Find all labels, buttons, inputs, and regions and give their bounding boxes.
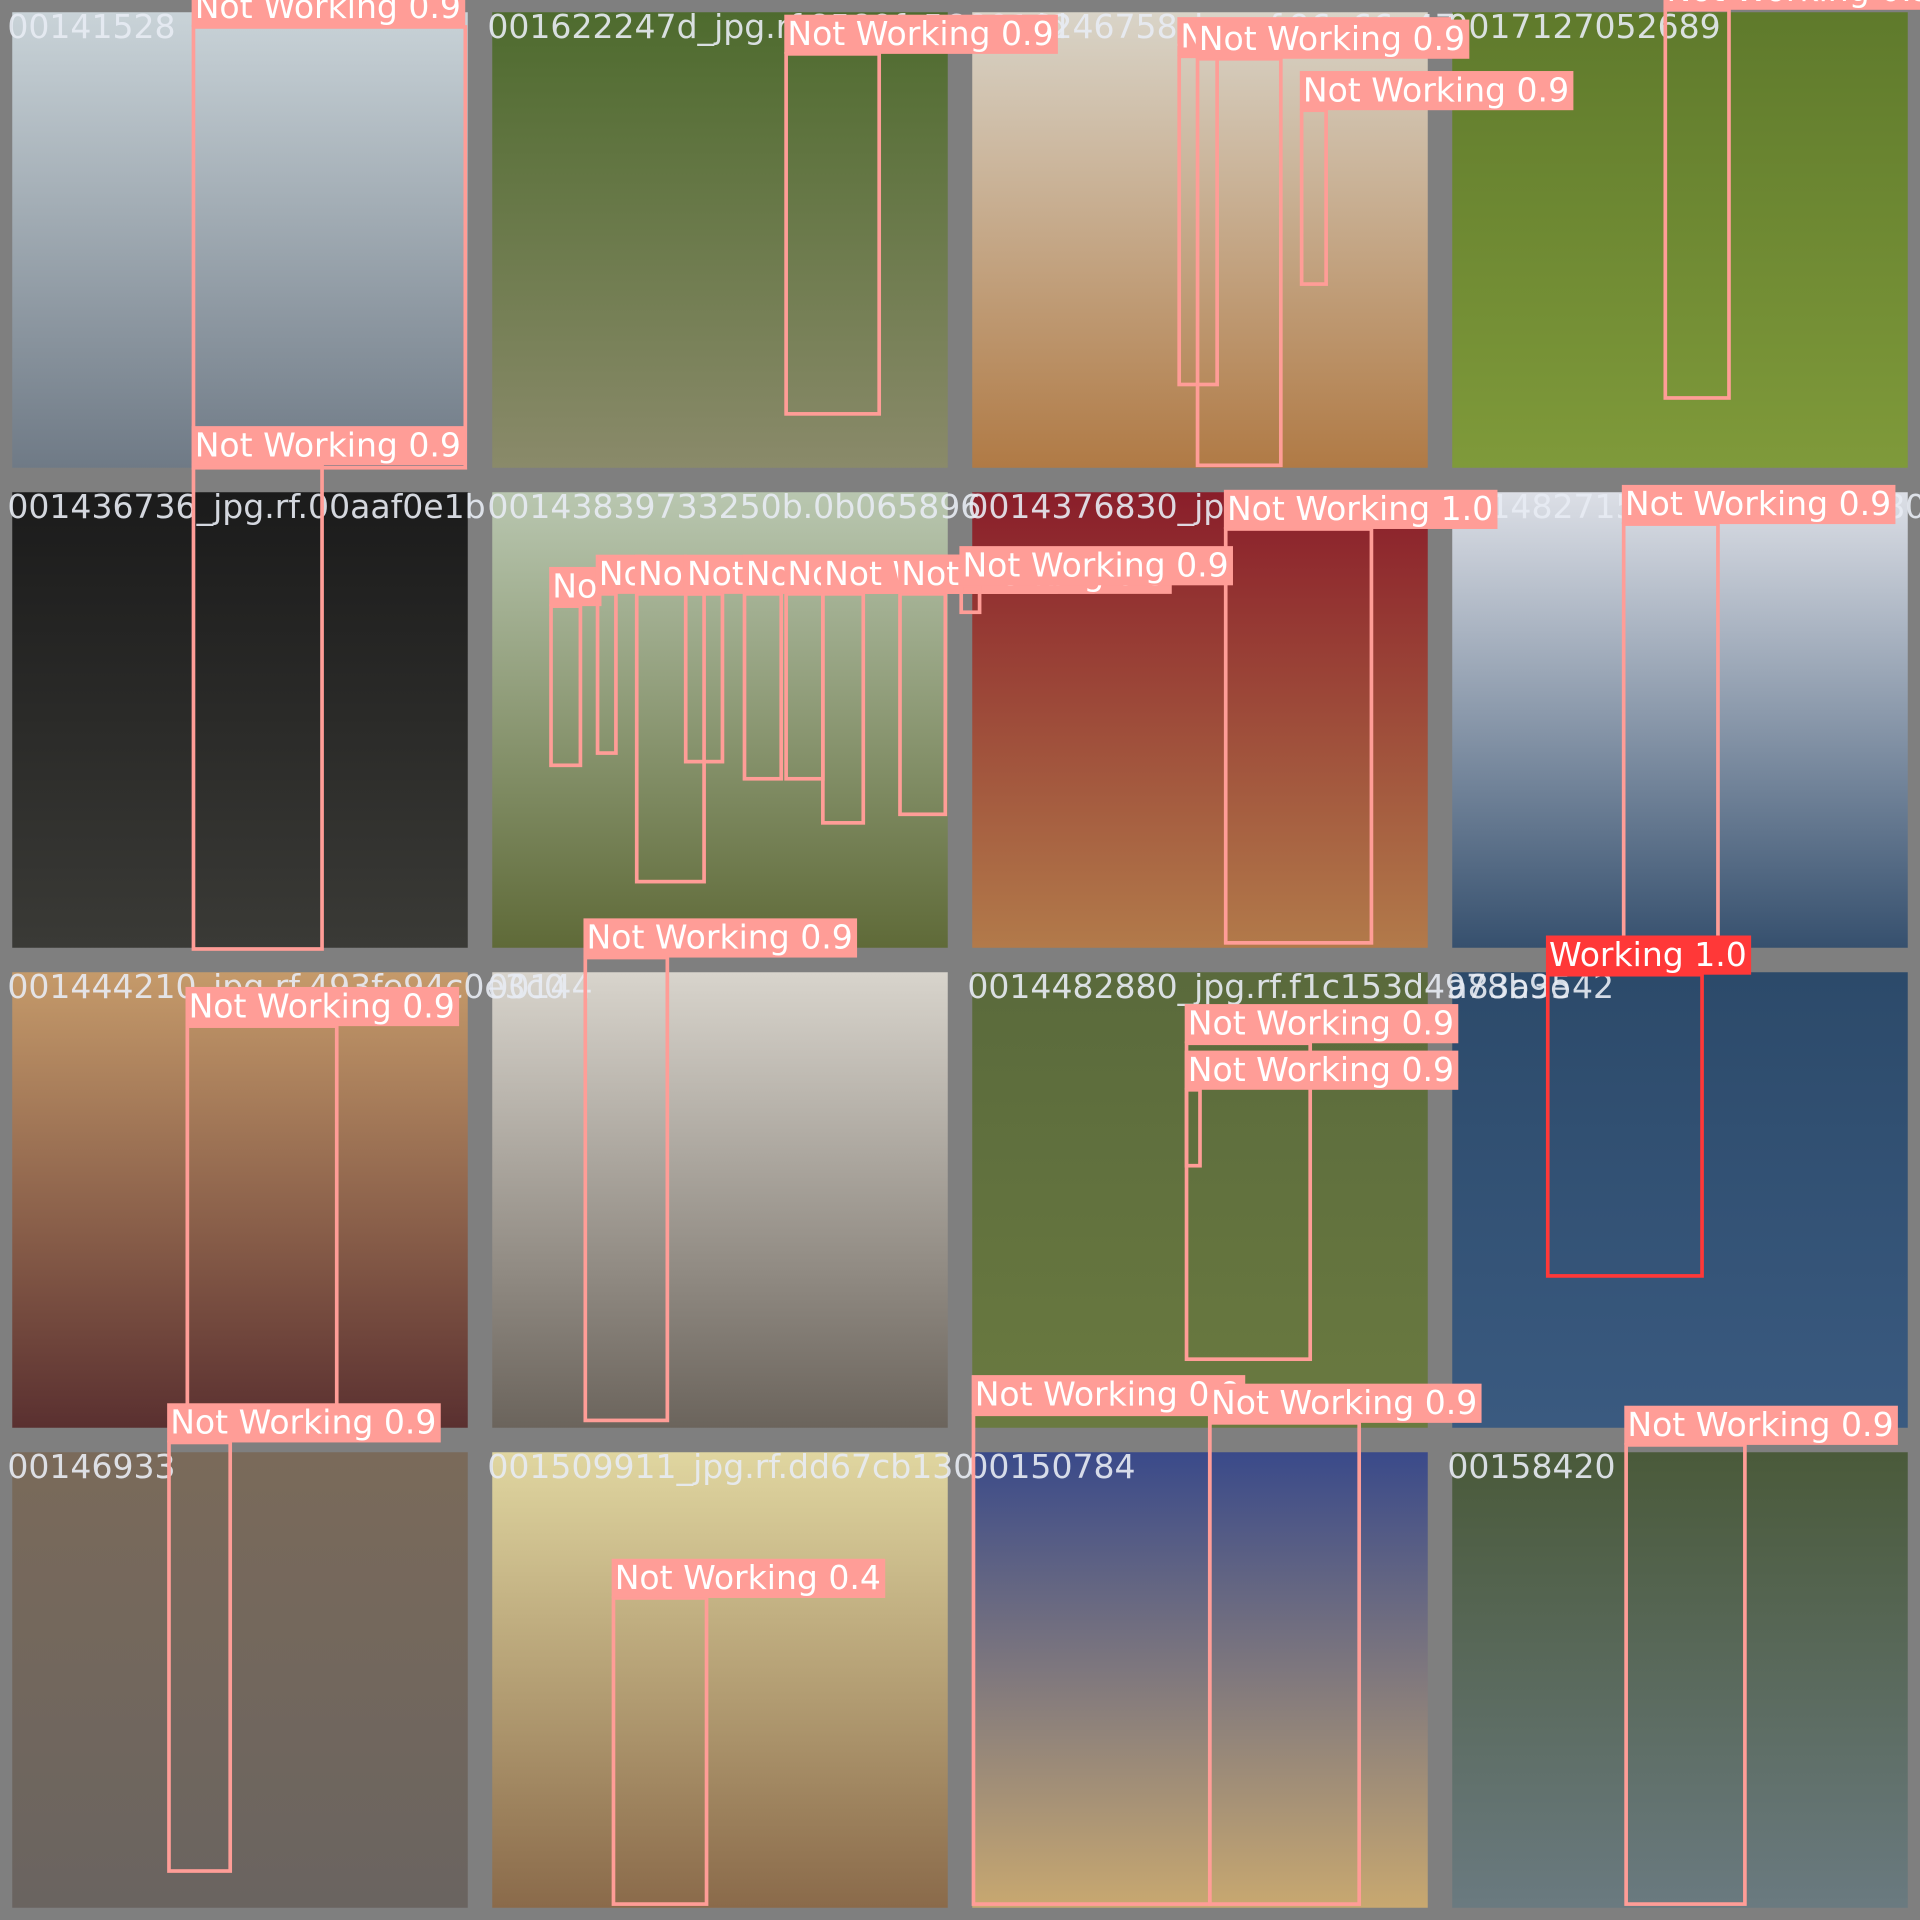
photo	[972, 1452, 1428, 1908]
label-background	[1184, 1004, 1459, 1044]
label-background	[1624, 1405, 1898, 1445]
photo	[12, 492, 468, 948]
detection-label: No	[552, 566, 597, 605]
detection-label: Not Working 0.9	[1303, 70, 1569, 109]
photo	[1452, 972, 1908, 1428]
detection-label: Not Working 0.9	[189, 986, 455, 1025]
detection-label: Not Working 0.9	[787, 14, 1053, 53]
detection-label: Not Working 0.9	[195, 425, 461, 464]
photo	[972, 972, 1428, 1428]
label-background	[1184, 1050, 1459, 1090]
detection-label: Not Working 0.9	[975, 1374, 1241, 1413]
detection-label: Not Working 0.9	[1627, 1405, 1893, 1444]
filename: 001509911_jpg.rf.dd67cb130	[487, 1447, 974, 1486]
label-background	[971, 1375, 1246, 1415]
label-background	[191, 0, 466, 27]
detection-label: Not Working 0.9	[1188, 1003, 1454, 1042]
filename: 00143839733250b.0b065896	[487, 487, 981, 526]
detection-label: Not Working 0.9	[195, 0, 461, 26]
label-background	[634, 554, 688, 594]
photo	[492, 12, 948, 468]
label-background	[583, 918, 858, 958]
label-background	[1223, 489, 1498, 529]
label-background	[549, 566, 602, 607]
label-background	[1663, 0, 1920, 10]
detection-label: Not Working 0.9	[1211, 1383, 1477, 1422]
detection-label: Not Working 0.4	[615, 1558, 881, 1597]
detection-label: Not Working 0.9	[1625, 484, 1891, 523]
label-background	[167, 1403, 441, 1443]
label-background	[1621, 484, 1896, 525]
bounding-box	[1223, 527, 1374, 945]
detection-label: Not Working 0.9	[1199, 19, 1465, 58]
filename: 00158420	[1447, 1447, 1615, 1486]
photo	[1452, 492, 1908, 948]
photo	[492, 972, 948, 1428]
detection-label: Not Working 0.9	[1667, 0, 1920, 9]
label-background	[784, 14, 1058, 54]
label-background	[185, 986, 460, 1027]
detection-label: No	[638, 554, 683, 593]
label-background	[191, 426, 466, 466]
photo	[12, 1452, 468, 1908]
filename: 0014482880_jpg.rf.f1c153d4978b9e	[967, 967, 1570, 1006]
label-background	[1195, 19, 1470, 59]
label-background	[1545, 935, 1752, 975]
label-background	[1299, 71, 1574, 111]
detection-label: Not Working 0.9	[962, 545, 1228, 584]
label-background	[611, 1558, 886, 1598]
photo	[1452, 1452, 1908, 1908]
label-background	[1207, 1383, 1482, 1423]
detection-label: Not Working 0.9	[1188, 1050, 1454, 1089]
detection-label: Working 1.0	[1549, 935, 1747, 974]
detection-label: Not Working 0.9	[587, 918, 853, 957]
photo	[492, 1452, 948, 1908]
detection-label: Not Working 1.0	[1227, 489, 1493, 528]
filename: 00150784	[967, 1447, 1135, 1486]
filename: 00144	[487, 967, 592, 1006]
filename: 001436736_jpg.rf.00aaf0e1b	[7, 487, 485, 526]
filename: 00141528	[7, 7, 175, 46]
photo	[12, 972, 468, 1428]
photo	[12, 12, 468, 468]
label-background	[959, 546, 1233, 586]
detection-label: Not Working 0.9	[170, 1403, 436, 1442]
filename: 0017127052689	[1447, 7, 1720, 46]
bounding-box	[959, 583, 982, 615]
filename: 00146933	[7, 1447, 175, 1486]
